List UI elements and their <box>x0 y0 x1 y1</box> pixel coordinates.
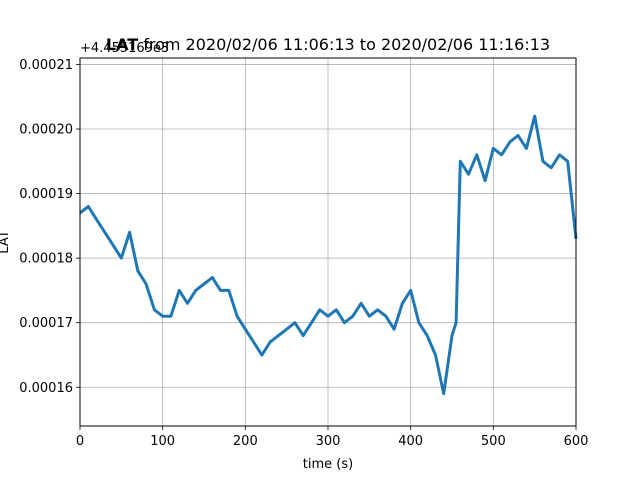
y-tick-label: 0.00016 <box>19 381 73 396</box>
series-line <box>79 114 578 396</box>
x-axis: 0 100 200 300 400 500 600 <box>76 426 589 449</box>
series-layer <box>79 114 578 396</box>
y-axis: 0.00016 0.00017 0.00018 0.00019 0.00020 0.000… <box>19 58 80 396</box>
y-offset-label: +4.455169e3 <box>80 41 169 56</box>
y-axis-label: LAT <box>0 230 12 253</box>
chart-title: LAT from 2020/02/06 11:06:13 to 2020/02/… <box>106 35 550 54</box>
x-tick-label: 600 <box>564 434 589 449</box>
x-tick-label: 100 <box>150 434 175 449</box>
x-tick-label: 500 <box>481 434 506 449</box>
y-tick-label: 0.00019 <box>19 187 73 202</box>
grid <box>79 58 577 426</box>
y-tick-label: 0.00017 <box>19 316 73 331</box>
x-tick-label: 200 <box>233 434 258 449</box>
y-tick-label: 0.00021 <box>19 58 73 73</box>
x-tick-label: 0 <box>76 434 84 449</box>
y-tick-label: 0.00018 <box>19 252 73 267</box>
x-tick-label: 300 <box>316 434 341 449</box>
x-axis-label: time (s) <box>303 457 353 472</box>
chart-title-bold: LAT <box>106 35 138 54</box>
x-tick-label: 400 <box>398 434 423 449</box>
chart-title-rest: from 2020/02/06 11:06:13 to 2020/02/06 1… <box>138 35 550 54</box>
y-tick-label: 0.00020 <box>19 123 73 138</box>
